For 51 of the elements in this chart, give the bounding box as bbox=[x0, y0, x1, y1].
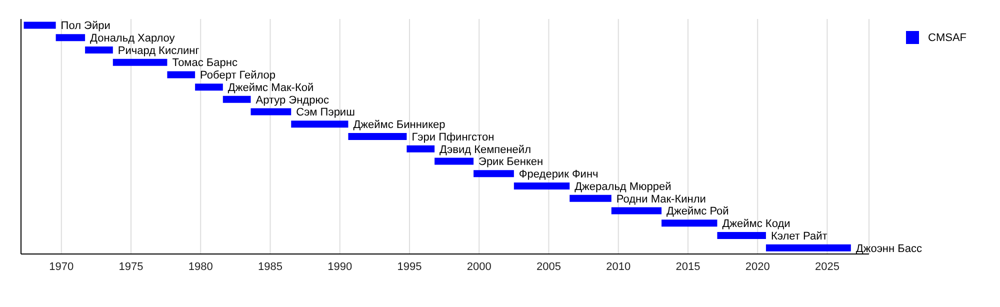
x-tick-label: 1975 bbox=[118, 260, 144, 273]
bar bbox=[570, 194, 612, 202]
bar bbox=[291, 120, 348, 128]
y-tick-label: Фредерик Финч bbox=[518, 168, 598, 181]
y-tick-label: Артур Эндрюс bbox=[256, 94, 330, 106]
y-tick-label: Джоэнн Басс bbox=[856, 242, 922, 255]
y-tick-label: Сэм Пэриш bbox=[296, 106, 356, 119]
y-tick-label: Эрик Бенкен bbox=[478, 156, 544, 168]
y-tick-label: Джеймс Мак-Кой bbox=[228, 82, 314, 94]
bar bbox=[474, 170, 514, 178]
y-tick-label: Ричард Кислинг bbox=[118, 44, 200, 57]
x-tick-label: 1980 bbox=[188, 260, 213, 273]
y-tick-label: Кэлет Райт bbox=[770, 230, 828, 242]
y-tick-label: Джеймс Рой bbox=[666, 206, 729, 218]
x-tick-label: 2005 bbox=[536, 260, 561, 273]
y-tick-label: Дональд Харлоу bbox=[90, 32, 176, 44]
bar bbox=[56, 34, 86, 42]
bar bbox=[85, 46, 113, 54]
y-tick-label: Пол Эйри bbox=[60, 20, 110, 32]
bar bbox=[717, 232, 766, 239]
bar bbox=[195, 84, 223, 91]
x-tick-label: 2015 bbox=[676, 260, 700, 273]
x-tick-label: 1995 bbox=[397, 260, 422, 273]
y-tick-label: Джеральд Мюррей bbox=[574, 180, 672, 193]
bar bbox=[662, 220, 718, 227]
bar bbox=[611, 207, 662, 214]
y-tick-label: Гэри Пфингстон bbox=[412, 131, 494, 144]
x-tick-label: 2025 bbox=[814, 260, 840, 273]
bar bbox=[250, 108, 292, 116]
x-tick-label: 2020 bbox=[745, 260, 770, 273]
bar bbox=[406, 145, 435, 152]
x-tick-label: 1985 bbox=[258, 260, 282, 273]
bar bbox=[434, 158, 474, 165]
y-tick-label: Джеймс Коди bbox=[722, 218, 790, 230]
y-tick-label: Дэвид Кемпенейл bbox=[440, 144, 532, 156]
legend-label: CMSAF bbox=[928, 32, 966, 44]
y-tick-label: Джеймс Бинникер bbox=[353, 119, 446, 132]
bar bbox=[222, 96, 251, 103]
bar bbox=[348, 133, 407, 140]
bar bbox=[514, 182, 570, 190]
x-tick-label: 1970 bbox=[49, 260, 74, 273]
y-tick-label: Родни Мак-Кинли bbox=[616, 193, 706, 206]
x-tick-label: 2010 bbox=[606, 260, 631, 273]
x-tick-label: 2000 bbox=[466, 260, 492, 273]
bar bbox=[766, 244, 851, 252]
bar bbox=[112, 58, 168, 66]
bar bbox=[24, 22, 56, 29]
y-tick-label: Томас Барнс bbox=[172, 57, 238, 70]
bar bbox=[167, 71, 196, 78]
x-tick-label: 1990 bbox=[328, 260, 352, 273]
y-tick-label: Роберт Гейлор bbox=[200, 70, 276, 82]
